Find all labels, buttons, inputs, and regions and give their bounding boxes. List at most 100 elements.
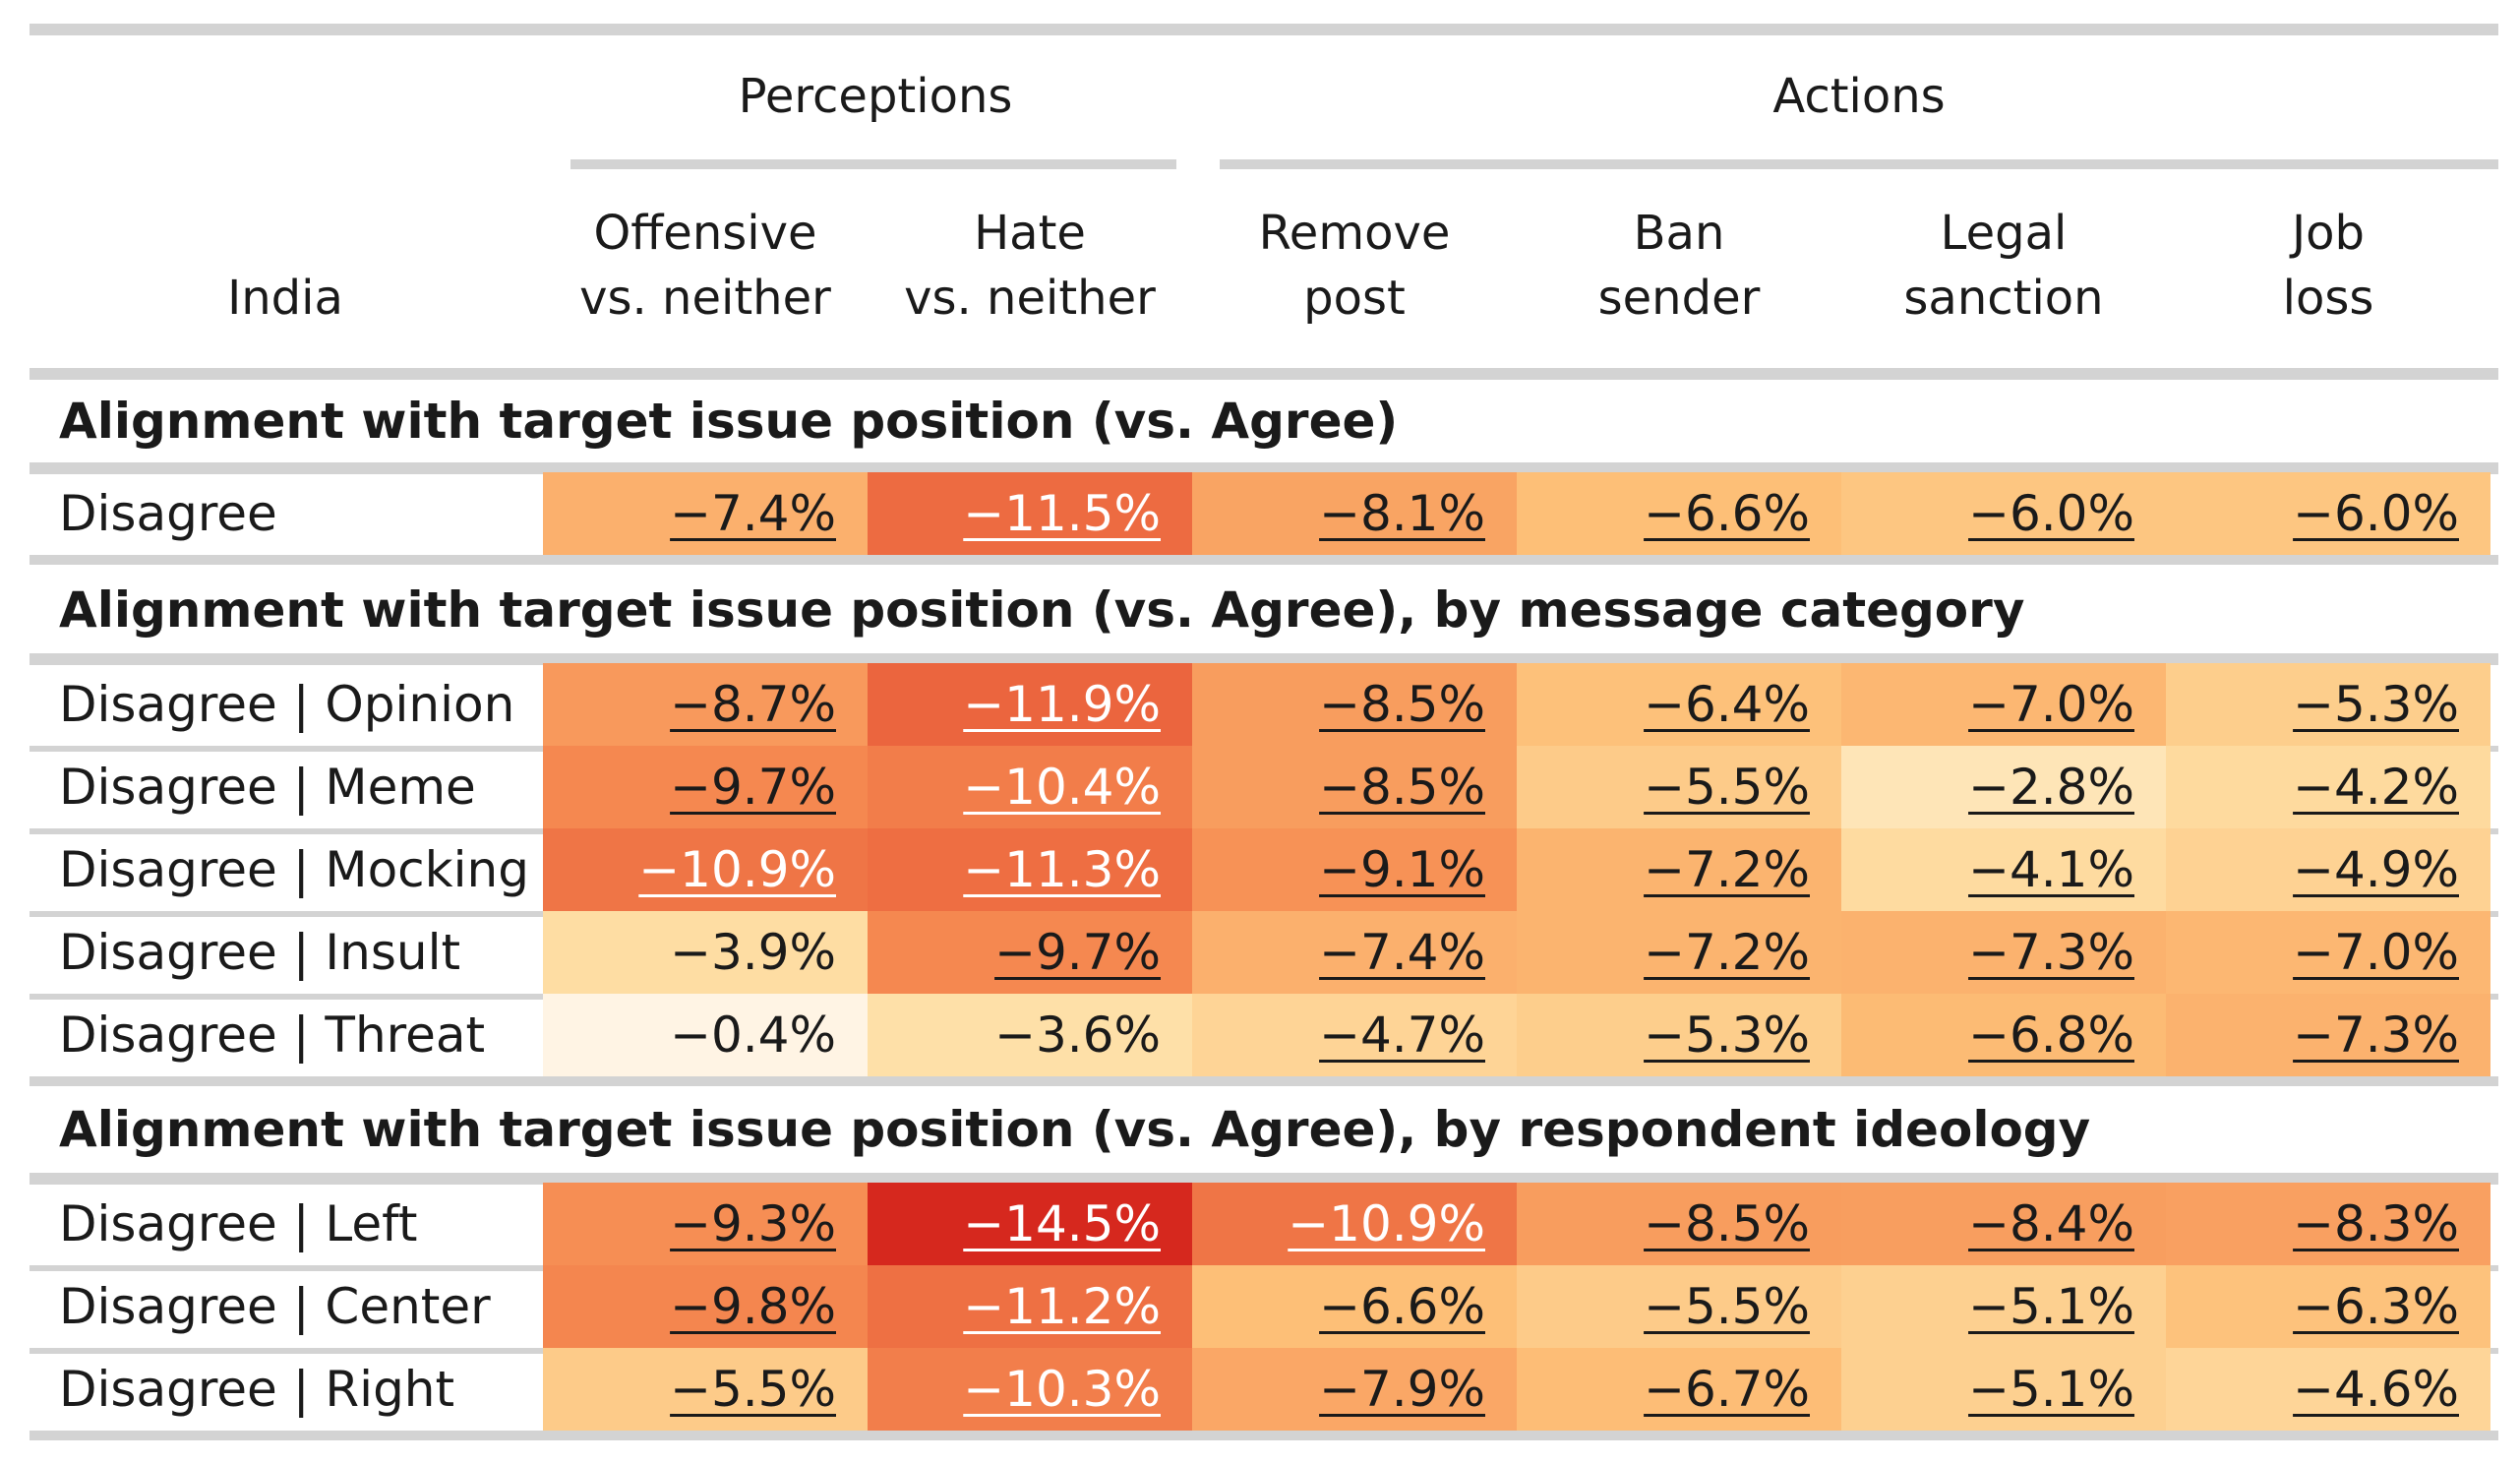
heatmap-cell: −4.7% (1192, 994, 1517, 1076)
heatmap-cell: −7.9% (1192, 1348, 1517, 1431)
column-header-line2: vs. neither (904, 271, 1156, 326)
heatmap-cell: −7.0% (1841, 663, 2166, 746)
heatmap-cell: −7.0% (2166, 911, 2490, 994)
heatmap-cell: −0.4% (543, 994, 868, 1076)
cell-value: −10.3% (963, 1361, 1161, 1418)
column-header: Job loss (2166, 201, 2490, 331)
cell-value: −9.7% (994, 924, 1161, 981)
cell-value: −4.9% (2293, 841, 2459, 898)
cell-value: −6.0% (2293, 485, 2459, 542)
heatmap-cell: −10.3% (868, 1348, 1192, 1431)
cell-value: −9.1% (1319, 841, 1485, 898)
row-label: Disagree | Left (59, 1195, 418, 1252)
section-bottom-rule (30, 555, 2498, 565)
cell-value: −8.4% (1968, 1195, 2134, 1252)
heatmap-cell: −5.3% (1517, 994, 1841, 1076)
cell-value: −5.5% (1644, 759, 1810, 816)
heatmap-cell: −6.7% (1517, 1348, 1841, 1431)
heatmap-cell: −3.6% (868, 994, 1192, 1076)
heatmap-cell: −4.6% (2166, 1348, 2490, 1431)
results-table: Perceptions Actions India Offensive vs. n… (30, 0, 2498, 1464)
cell-value: −7.2% (1644, 841, 1810, 898)
heatmap-cell: −8.5% (1192, 746, 1517, 828)
column-header: Offensive vs. neither (543, 201, 868, 331)
column-header-line2: vs. neither (579, 271, 831, 326)
heatmap-cell: −10.9% (1192, 1183, 1517, 1265)
heatmap-cell: −2.8% (1841, 746, 2166, 828)
cell-value: −9.3% (670, 1195, 836, 1252)
section-rule (30, 653, 2498, 665)
cell-value: −7.0% (1968, 676, 2134, 733)
cell-value: −7.2% (1644, 924, 1810, 981)
heatmap-cell: −6.0% (2166, 472, 2490, 555)
cell-value: −8.5% (1319, 759, 1485, 816)
column-header-line1: Remove (1258, 206, 1451, 261)
heatmap-cell: −7.4% (543, 472, 868, 555)
cell-value: −9.7% (670, 759, 836, 816)
heatmap-cell: −7.3% (2166, 994, 2490, 1076)
cell-value: −8.3% (2293, 1195, 2459, 1252)
section-rule (30, 462, 2498, 474)
column-header-line2: sanction (1903, 271, 2104, 326)
heatmap-cell: −8.5% (1192, 663, 1517, 746)
cell-value: −6.6% (1319, 1278, 1485, 1335)
section-rule (30, 1173, 2498, 1185)
cell-value: −10.9% (638, 841, 836, 898)
column-header: Legal sanction (1841, 201, 2166, 331)
section-title: Alignment with target issue position (vs… (59, 393, 1399, 450)
row-label: Disagree | Threat (59, 1006, 486, 1064)
cell-value: −11.3% (963, 841, 1161, 898)
cell-value: −7.4% (670, 485, 836, 542)
heatmap-cell: −9.7% (543, 746, 868, 828)
column-header: Ban sender (1517, 201, 1841, 331)
row-label: Disagree | Opinion (59, 676, 515, 733)
section-bottom-rule (30, 1431, 2498, 1440)
heatmap-cell: −9.3% (543, 1183, 868, 1265)
cell-value: −4.1% (1968, 841, 2134, 898)
cell-value: −6.8% (1968, 1006, 2134, 1064)
heatmap-cell: −5.3% (2166, 663, 2490, 746)
cell-value: −4.6% (2293, 1361, 2459, 1418)
heatmap-cell: −8.7% (543, 663, 868, 746)
cell-value: −5.3% (1644, 1006, 1810, 1064)
cell-value: −6.3% (2293, 1278, 2459, 1335)
heatmap-cell: −10.9% (543, 828, 868, 911)
cell-value: −5.1% (1968, 1361, 2134, 1418)
cell-value: −4.7% (1319, 1006, 1485, 1064)
heatmap-cell: −6.0% (1841, 472, 2166, 555)
heatmap-cell: −7.4% (1192, 911, 1517, 994)
heatmap-cell: −10.4% (868, 746, 1192, 828)
heatmap-cell: −6.6% (1517, 472, 1841, 555)
column-header-line1: Ban (1633, 206, 1725, 261)
cell-value: −8.5% (1644, 1195, 1810, 1252)
cell-value: −7.4% (1319, 924, 1485, 981)
column-header-line1: Hate (974, 206, 1086, 261)
cell-value: −8.1% (1319, 485, 1485, 542)
column-header-line2: sender (1597, 271, 1761, 326)
cell-value: −3.6% (994, 1006, 1161, 1064)
cell-value: −11.5% (963, 485, 1161, 542)
heatmap-cell: −4.1% (1841, 828, 2166, 911)
heatmap-cell: −4.2% (2166, 746, 2490, 828)
heatmap-cell: −9.8% (543, 1265, 868, 1348)
top-rule (30, 24, 2498, 35)
heatmap-cell: −5.5% (543, 1348, 868, 1431)
row-label: Disagree | Insult (59, 924, 461, 981)
cell-value: −14.5% (963, 1195, 1161, 1252)
column-header-line1: Offensive (593, 206, 817, 261)
heatmap-cell: −7.3% (1841, 911, 2166, 994)
cell-value: −7.3% (1968, 924, 2134, 981)
cell-value: −10.4% (963, 759, 1161, 816)
cell-value: −3.9% (670, 924, 836, 981)
heatmap-cell: −6.3% (2166, 1265, 2490, 1348)
cell-value: −7.0% (2293, 924, 2459, 981)
heatmap-cell: −7.2% (1517, 911, 1841, 994)
cell-value: −11.9% (963, 676, 1161, 733)
heatmap-cell: −7.2% (1517, 828, 1841, 911)
heatmap-cell: −5.5% (1517, 746, 1841, 828)
cell-value: −7.3% (2293, 1006, 2459, 1064)
cell-value: −6.4% (1644, 676, 1810, 733)
column-header: Hate vs. neither (868, 201, 1192, 331)
header-rule (30, 368, 2498, 380)
cell-value: −10.9% (1288, 1195, 1485, 1252)
